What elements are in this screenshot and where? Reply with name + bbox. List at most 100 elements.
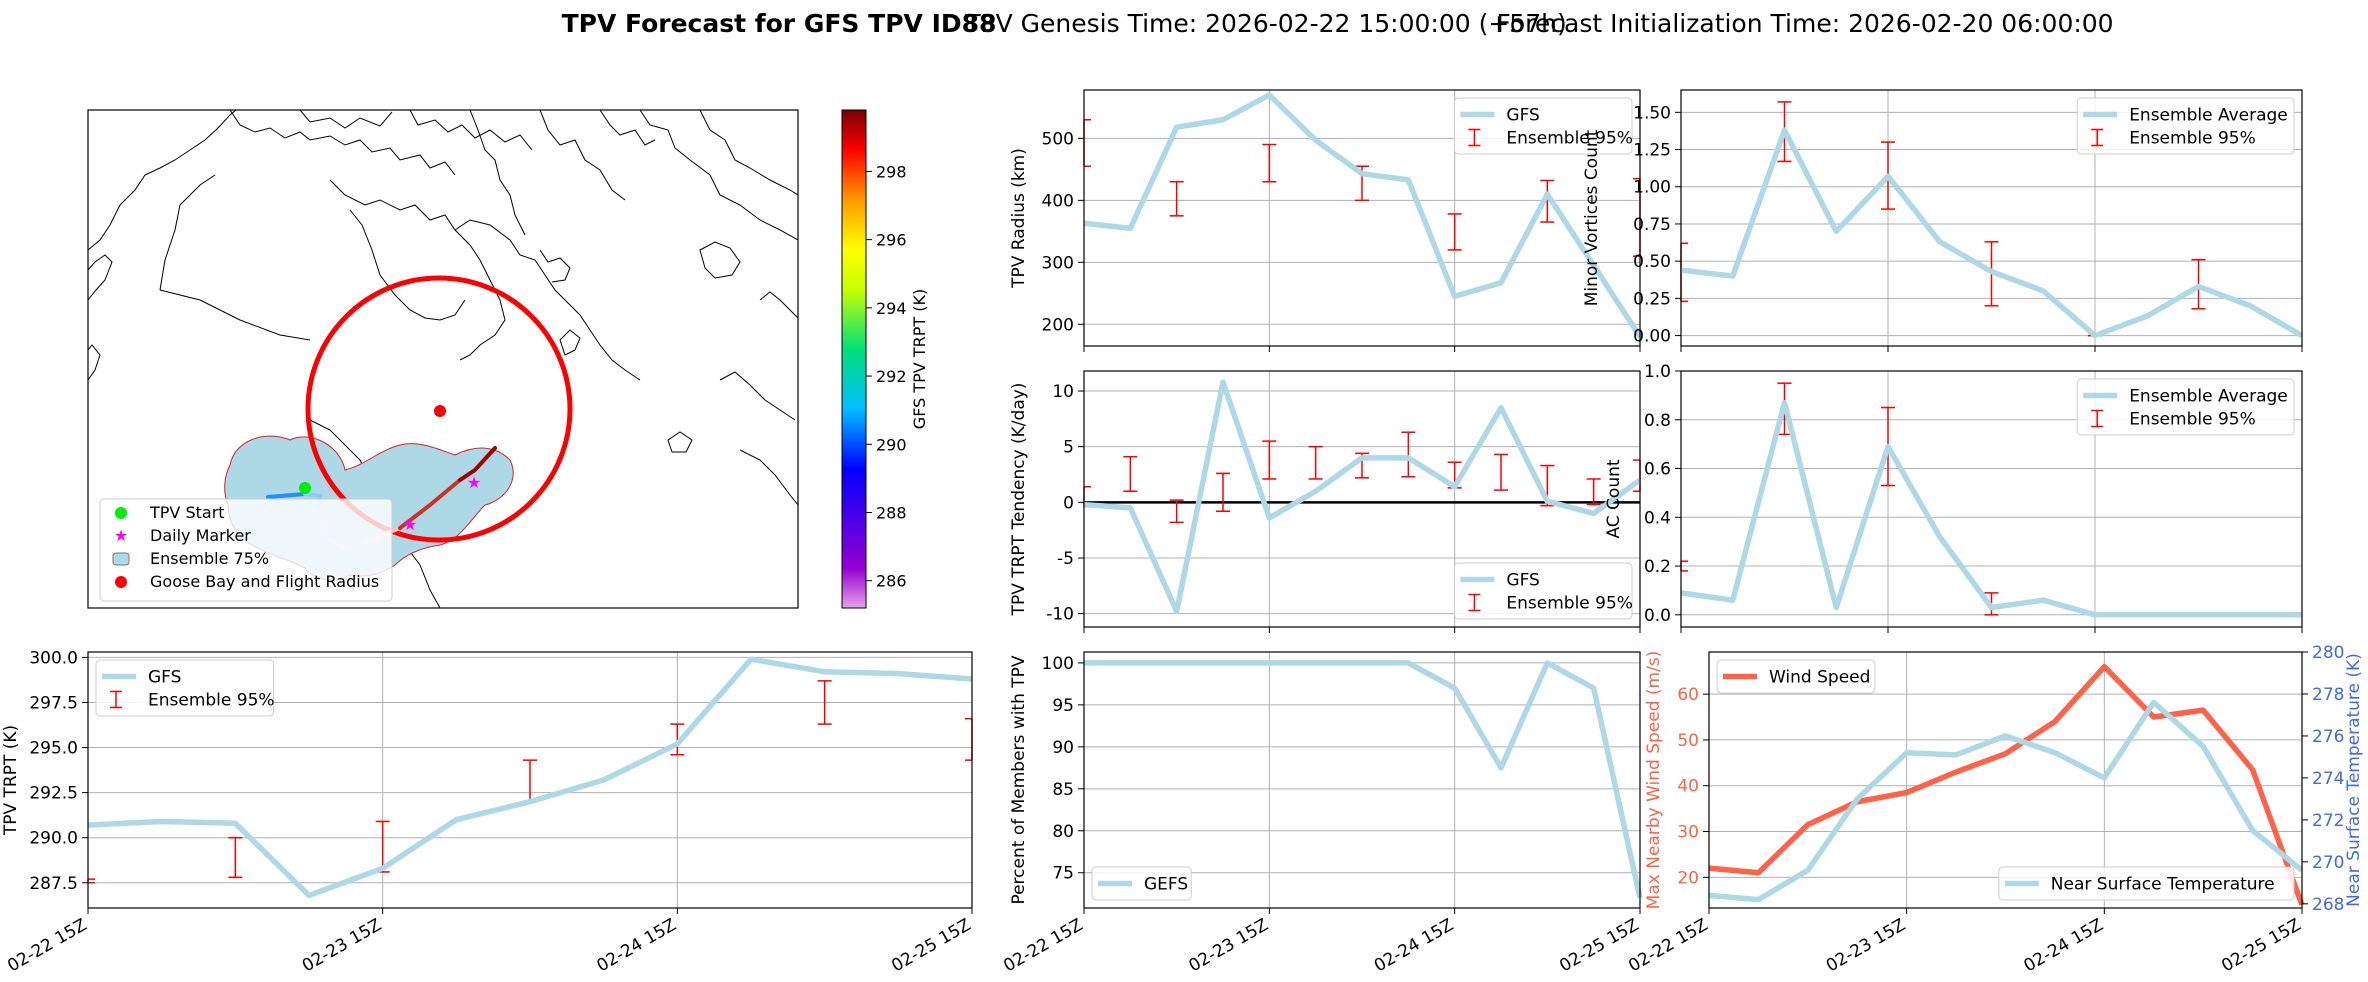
legend: Ensemble Average Ensemble 95% (2076, 378, 2295, 436)
legend-label: GFS (148, 668, 181, 688)
legend-label: TPV Start (149, 503, 225, 522)
colorbar-tick-label: 292 (876, 367, 907, 386)
legend: Ensemble Average Ensemble 95% (2076, 97, 2295, 155)
x-tick-label: 02-24 15Z (594, 915, 680, 976)
y-tick-label: 100 (1042, 654, 1074, 674)
y-tick-label: 0 (1063, 493, 1074, 513)
y-axis-label: AC Count (1604, 459, 1624, 538)
legend-label: Goose Bay and Flight Radius (150, 572, 379, 591)
y2-tick-label: 274 (2312, 769, 2344, 789)
x-tick-label: 02-23 15Z (299, 915, 385, 976)
y-tick-label: 95 (1052, 696, 1074, 716)
y-tick-label: 0.6 (1644, 460, 1671, 480)
init-time: Forecast Initialization Time: 2026-02-20… (1496, 9, 2113, 38)
axes-frame (1680, 370, 2303, 628)
x-tick-label: 02-25 15Z (2218, 915, 2304, 976)
y-tick-label: 50 (1677, 731, 1699, 751)
y-tick-label: 0.0 (1644, 606, 1671, 626)
legend-box (1998, 866, 2295, 901)
y-axis-label: Max Nearby Wind Speed (m/s) (1644, 651, 1664, 910)
y-axis-label: TPV TRPT Tendency (K/day) (1009, 383, 1029, 617)
y-tick-label: 1.0 (1644, 362, 1671, 382)
x-tick-label: 02-24 15Z (1371, 915, 1457, 976)
coastlines (88, 110, 798, 608)
legend-box (1453, 562, 1633, 620)
y-tick-label: 500 (1042, 129, 1074, 149)
star-legend-icon: ★ (114, 526, 128, 545)
y-tick-label: 5 (1063, 438, 1074, 458)
legend-label: GFS (1506, 106, 1539, 126)
y-axis-label: Minor Vortices Count (1582, 129, 1602, 306)
y-tick-label: 297.5 (29, 693, 78, 713)
chart-minor: 0.00 0.25 0.50 0.75 1.00 1.25 1.50 Minor Vortic… (1582, 89, 2304, 352)
series-line (1708, 699, 2304, 903)
x-tick-label: 02-22 15Z (4, 915, 90, 976)
y-tick-label: 0.8 (1644, 411, 1671, 431)
y-tick-label: 85 (1052, 780, 1074, 800)
axes-frame (87, 651, 973, 909)
legend-box (1453, 97, 1633, 155)
y2-tick-label: 272 (2312, 811, 2344, 831)
y-axis-label: TPV TRPT (K) (1, 725, 21, 836)
legend: GEFS (1091, 866, 1192, 901)
legend-box (2076, 97, 2295, 155)
y-tick-label: 300 (1042, 253, 1074, 273)
legend-label: Daily Marker (150, 526, 251, 545)
colorbar (841, 109, 867, 609)
y-tick-label: 30 (1677, 823, 1699, 843)
y-tick-label: 90 (1052, 738, 1074, 758)
y-tick-label: 0.00 (1633, 327, 1671, 347)
y-tick-label: 292.5 (29, 784, 78, 804)
goose-bay-marker (434, 405, 446, 417)
axes-frame (1083, 370, 1641, 628)
x-tick-label: 02-25 15Z (888, 915, 974, 976)
legend-box (1091, 866, 1192, 901)
legend-label: Ensemble 95% (2129, 410, 2256, 430)
ensemble-legend-icon (112, 552, 130, 566)
legend-box (95, 659, 275, 717)
y-tick-label: 0.2 (1644, 557, 1671, 577)
y2-tick-label: 276 (2312, 727, 2344, 747)
y-tick-label: 295.0 (29, 739, 78, 759)
axes-frame (1083, 89, 1641, 347)
colorbar-tick-label: 290 (876, 435, 907, 454)
y-tick-label: 40 (1677, 777, 1699, 797)
axes-frame (1083, 651, 1641, 909)
x-tick-label: 02-24 15Z (2021, 915, 2107, 976)
legend-label: Ensemble 75% (150, 549, 269, 568)
y-tick-label: 80 (1052, 822, 1074, 842)
y-tick-label: 200 (1042, 315, 1074, 335)
legend: GFS Ensemble 95% (95, 659, 275, 717)
y2-tick-label: 278 (2312, 685, 2344, 705)
y-tick-label: 1.50 (1633, 103, 1671, 123)
legend-label: Ensemble 95% (1506, 594, 1633, 614)
chart-ac: 0.0 0.2 0.4 0.6 0.8 1.0 AC Count Ensemble Avera… (1604, 362, 2303, 633)
y-tick-label: 0.50 (1633, 252, 1671, 272)
legend-label: Wind Speed (1769, 668, 1870, 688)
flight-radius-circle (305, 275, 573, 543)
chart-percent: 75 80 85 90 95 100 02-22 15Z 02-23 15Z 02-24 15Z… (1000, 651, 1643, 976)
goose-bay-legend-icon (115, 576, 127, 588)
y-tick-label: 0.75 (1633, 215, 1671, 235)
y-tick-label: 1.00 (1633, 178, 1671, 198)
colorbar-label: GFS TPV TRPT (K) (910, 289, 929, 429)
x-tick-label: 02-23 15Z (1186, 915, 1272, 976)
y-tick-label: 75 (1052, 864, 1074, 884)
y-axis-label: Percent of Members with TPV (1009, 655, 1029, 904)
y-tick-label: -10 (1046, 605, 1074, 625)
series-line (1680, 399, 2302, 618)
legend-label: GFS (1506, 571, 1539, 591)
chart-tendency: -10 -5 0 5 10 TPV TRPT Tendency (K/day) GFS Ens… (1009, 370, 1642, 633)
legend: GFS Ensemble 95% (1453, 97, 1633, 155)
legend-label: Ensemble Average (2129, 106, 2288, 126)
y-tick-label: 0.4 (1644, 508, 1671, 528)
chart-trpt: 287.5 290.0 292.5 295.0 297.5 300.0 02-22 15Z 0… (1, 648, 975, 976)
colorbar-tick-label: 288 (876, 503, 907, 522)
colorbar-tick-label: 296 (876, 231, 907, 250)
legend-label: Near Surface Temperature (2051, 875, 2275, 895)
legend: GFS Ensemble 95% (1453, 562, 1633, 620)
daily-marker-star: ★ (403, 515, 417, 534)
legend-box (2076, 378, 2295, 436)
